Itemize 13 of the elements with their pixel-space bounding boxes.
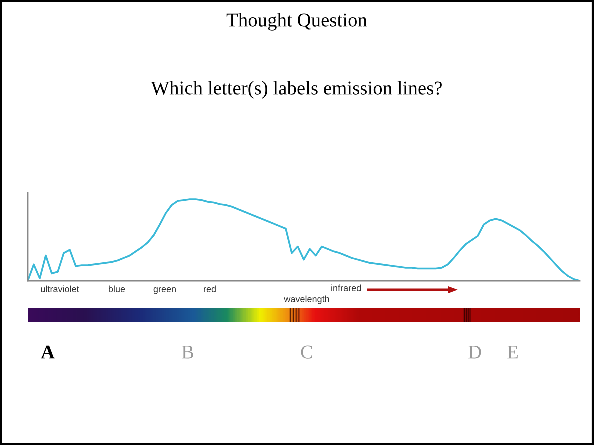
text: red — [204, 286, 216, 292]
text: blue — [109, 286, 126, 292]
text: green — [154, 287, 176, 294]
text: C — [301, 346, 312, 359]
text: A — [41, 346, 55, 359]
text: B — [182, 346, 194, 359]
text: D — [468, 346, 482, 359]
chart-title: Thought Question — [226, 13, 368, 31]
text: E — [508, 346, 518, 359]
x-axis-title: wavelength — [284, 296, 330, 304]
text: ultraviolet — [41, 286, 80, 292]
chart-subtitle: Which letter(s) labels emission lines? — [151, 81, 442, 99]
text: infrared — [332, 284, 362, 292]
